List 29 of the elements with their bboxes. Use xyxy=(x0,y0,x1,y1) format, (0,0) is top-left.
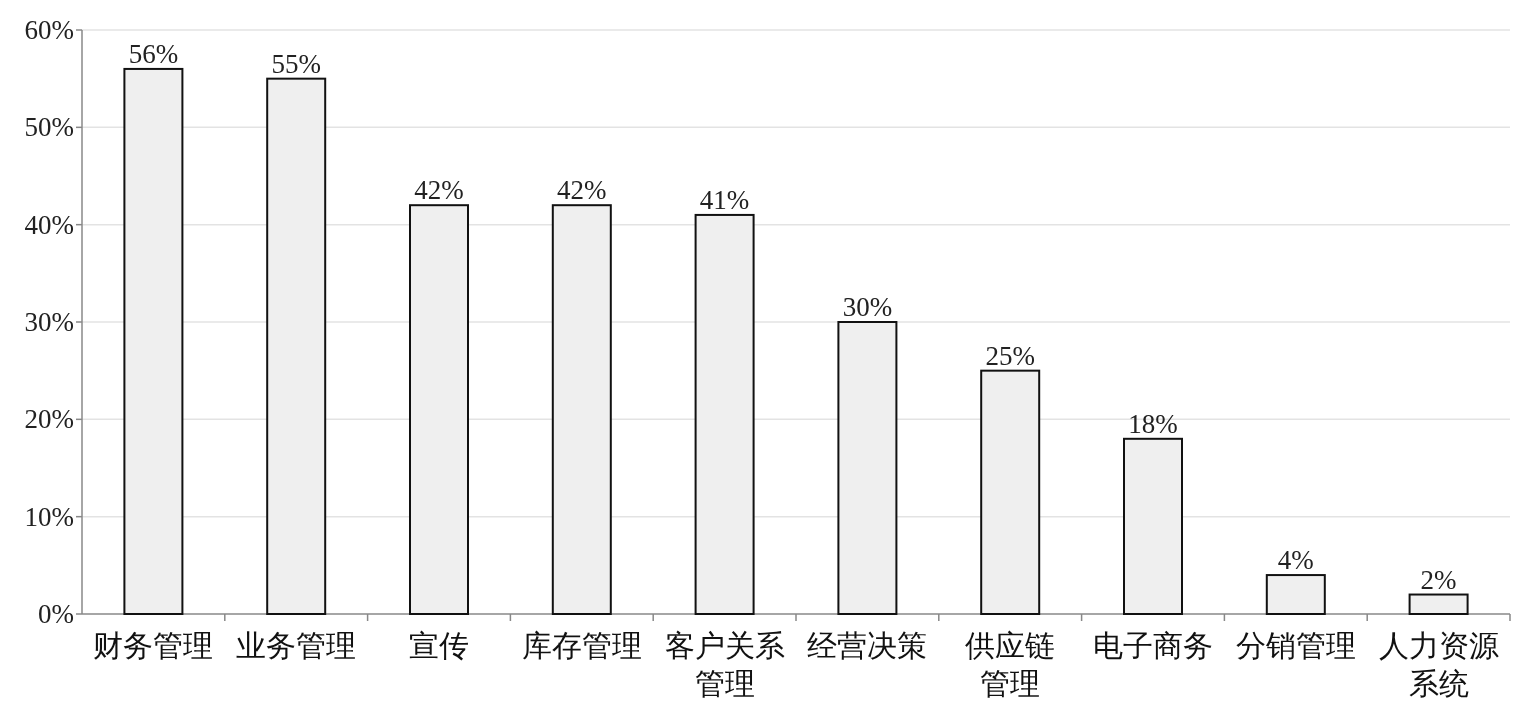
x-tick-label: 客户关系管理 xyxy=(664,628,785,701)
y-tick-label: 50% xyxy=(24,112,74,143)
y-tick-label: 10% xyxy=(24,501,74,532)
x-tick-label: 宣传 xyxy=(409,628,469,663)
y-tick-label: 40% xyxy=(24,209,74,240)
data-label: 2% xyxy=(1420,564,1457,595)
x-tick-label: 人力资源系统 xyxy=(1378,628,1499,701)
x-tick-label: 分销管理 xyxy=(1235,628,1356,663)
data-label: 42% xyxy=(557,175,607,206)
x-tick-label: 供应链管理 xyxy=(965,628,1056,701)
x-tick-label: 业务管理 xyxy=(236,628,357,663)
data-label: 55% xyxy=(271,48,321,79)
data-label: 4% xyxy=(1277,545,1314,576)
data-label: 18% xyxy=(1128,408,1178,439)
data-label: 30% xyxy=(842,292,893,322)
x-tick-label: 库存管理 xyxy=(521,628,642,663)
y-tick-label: 60% xyxy=(24,15,74,45)
y-tick-label: 20% xyxy=(24,404,74,435)
x-tick-label: 经营决策 xyxy=(807,628,928,663)
y-tick-label: 30% xyxy=(24,307,74,337)
data-label: 56% xyxy=(128,38,179,69)
data-label: 41% xyxy=(699,184,750,215)
data-label: 42% xyxy=(414,175,464,206)
data-label: 25% xyxy=(985,340,1035,371)
x-tick-label: 电子商务 xyxy=(1093,628,1213,663)
y-tick-label: 0% xyxy=(38,599,74,629)
bar xyxy=(1408,593,1469,615)
x-tick-label: 财务管理 xyxy=(93,628,214,663)
bar xyxy=(1265,574,1326,615)
